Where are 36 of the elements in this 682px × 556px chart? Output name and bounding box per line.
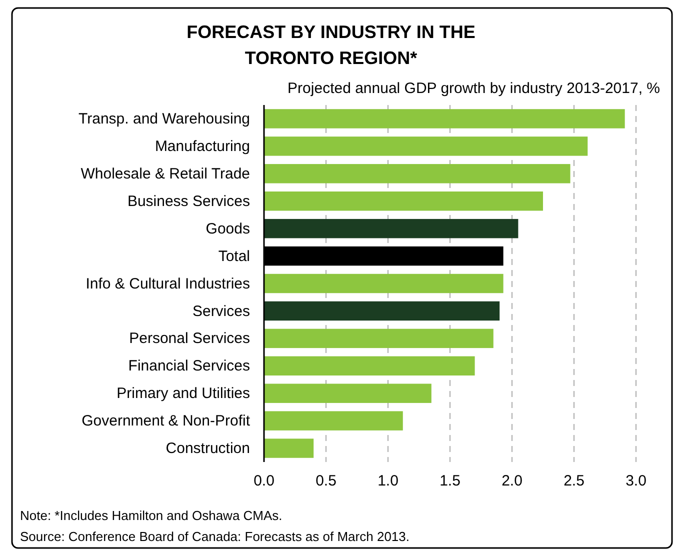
bar: [264, 109, 625, 128]
y-tick-label: Info & Cultural Industries: [86, 275, 250, 292]
bar: [264, 384, 432, 403]
y-tick-label: Financial Services: [128, 358, 250, 375]
bar: [264, 438, 314, 458]
y-tick-label: Construction: [166, 440, 250, 458]
y-tick-label: Goods: [206, 220, 250, 238]
source-note: Source: Conference Board of Canada: Forecasts as of March 2013.: [20, 529, 410, 544]
x-tick-label: 0.5: [316, 472, 336, 490]
chart-subtitle: Projected annual GDP growth by industry 2013-2017, %: [288, 80, 660, 97]
chart-title: FORECAST BY INDUSTRY IN THE TORONTO REGION*: [186, 22, 476, 68]
y-tick-label: Services: [192, 302, 250, 320]
y-tick-label: Primary and Utilities: [116, 385, 250, 402]
text: Note: *Includes Hamilton and Oshawa CMAs.: [20, 508, 282, 523]
y-tick-label: Personal Services: [129, 330, 250, 348]
bar: [264, 301, 500, 321]
bar: [264, 192, 543, 211]
x-tick-label: 1.5: [440, 472, 460, 490]
bar: [264, 164, 570, 184]
x-tick-label: 2.5: [564, 472, 584, 490]
y-tick-label: Total: [218, 248, 250, 265]
y-tick-label: Wholesale & Retail Trade: [80, 165, 250, 182]
x-tick-label: 3.0: [626, 472, 646, 490]
y-tick-label: Government & Non-Profit: [82, 412, 251, 430]
bar: [264, 218, 518, 238]
x-tick-label: 0.0: [254, 472, 274, 490]
y-tick-label: Transp. and Warehousing: [78, 110, 250, 128]
x-tick-label: 1.0: [378, 472, 398, 490]
bar: [264, 411, 403, 430]
bar: [264, 328, 494, 348]
bar: [264, 274, 504, 294]
x-tick-label: 2.0: [502, 472, 522, 490]
bar: [264, 136, 588, 156]
bar: [264, 356, 475, 376]
y-tick-label: Manufacturing: [154, 138, 250, 155]
y-tick-label: Business Services: [127, 192, 250, 210]
